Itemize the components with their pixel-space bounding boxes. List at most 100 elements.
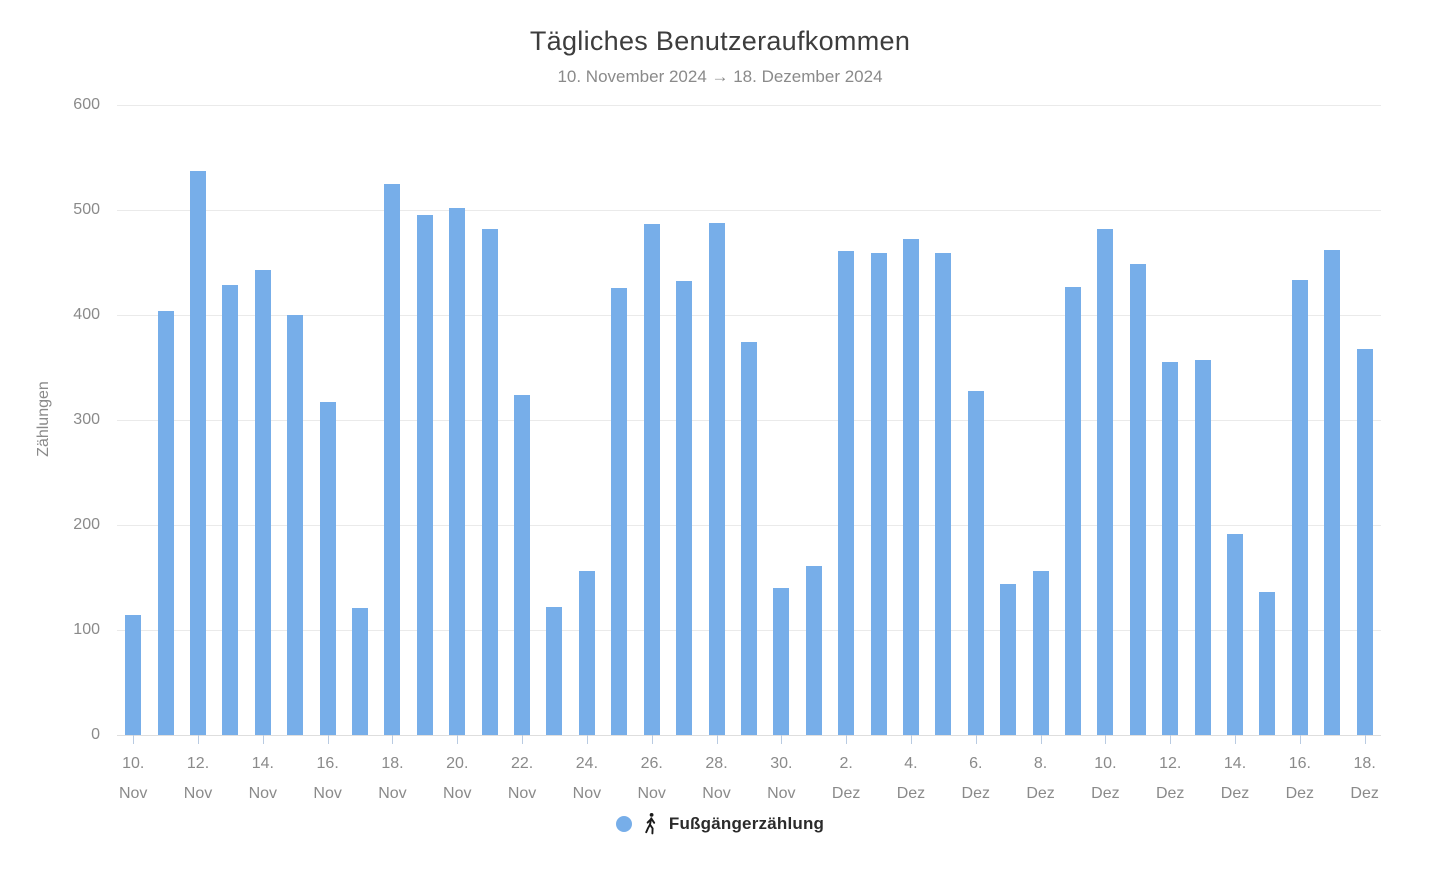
bar-slot-18-dez: 18. Dez <box>1348 105 1380 802</box>
bar-26-nov[interactable] <box>643 223 660 735</box>
bar-10-nov[interactable] <box>125 615 142 735</box>
y-tick-label-200: 200 <box>73 516 100 533</box>
x-tick-label-24-nov: 24. Nov <box>572 755 602 802</box>
bar-13-dez[interactable] <box>1194 360 1211 735</box>
bar-slot-14-dez: 14. Dez <box>1219 105 1251 802</box>
bar-slot-11-dez <box>1122 105 1154 735</box>
bar-slot-20-nov: 20. Nov <box>441 105 473 802</box>
x-tick-label-16-nov: 16. Nov <box>313 755 342 802</box>
bar-slot-15-nov <box>279 105 311 735</box>
chart-title: Tägliches Benutzeraufkommen <box>529 26 911 56</box>
gridline-400 <box>117 315 1381 316</box>
bar-slot-2-dez: 2. Dez <box>830 105 862 802</box>
x-tick-2-dez <box>846 735 848 744</box>
bar-17-dez[interactable] <box>1324 249 1341 735</box>
bar-11-dez[interactable] <box>1129 263 1146 735</box>
bar-slot-5-dez <box>927 105 959 735</box>
bar-8-dez[interactable] <box>1032 571 1049 735</box>
x-tick-label-14-dez: 14. Dez <box>1220 755 1250 802</box>
bar-slot-3-dez <box>862 105 894 735</box>
x-tick-label-26-nov: 26. Nov <box>637 755 666 802</box>
x-tick-label-12-dez: 12. Dez <box>1155 755 1185 802</box>
bar-2-dez[interactable] <box>838 250 855 735</box>
x-tick-16-dez <box>1299 735 1301 744</box>
x-tick-label-22-nov: 22. Nov <box>507 755 537 802</box>
bar-slot-23-nov <box>538 105 570 735</box>
bar-9-dez[interactable] <box>1064 286 1081 735</box>
bar-slot-12-nov: 12. Nov <box>182 105 214 802</box>
bar-slot-27-nov <box>668 105 700 735</box>
y-tick-label-400: 400 <box>73 306 100 323</box>
bar-10-dez[interactable] <box>1097 228 1114 735</box>
x-tick-8-dez <box>1040 735 1042 744</box>
x-tick-16-nov <box>327 735 329 744</box>
bar-12-nov[interactable] <box>190 171 207 735</box>
gridline-0 <box>117 735 1381 736</box>
bar-15-dez[interactable] <box>1259 592 1276 735</box>
bar-slot-24-nov: 24. Nov <box>571 105 603 802</box>
bar-7-dez[interactable] <box>1000 583 1017 735</box>
walking-person-icon <box>643 812 658 835</box>
x-tick-label-18-nov: 18. Nov <box>378 755 407 802</box>
bar-slot-28-nov: 28. Nov <box>700 105 732 802</box>
bar-4-dez[interactable] <box>902 239 919 735</box>
x-tick-label-4-dez: 4. Dez <box>896 755 926 802</box>
x-tick-28-nov <box>716 735 718 744</box>
x-tick-label-20-nov: 20. Nov <box>443 755 472 802</box>
bar-5-dez[interactable] <box>935 253 952 735</box>
bar-slot-16-nov: 16. Nov <box>311 105 343 802</box>
bar-3-dez[interactable] <box>870 253 887 735</box>
x-tick-14-dez <box>1235 735 1237 744</box>
bar-15-nov[interactable] <box>287 315 304 735</box>
bar-24-nov[interactable] <box>578 571 595 735</box>
bar-slot-11-nov <box>149 105 181 735</box>
bar-14-nov[interactable] <box>254 269 271 735</box>
x-tick-label-28-nov: 28. Nov <box>702 755 731 802</box>
bar-slot-14-nov: 14. Nov <box>247 105 279 802</box>
y-tick-label-300: 300 <box>73 411 100 428</box>
bar-slot-10-dez: 10. Dez <box>1089 105 1121 802</box>
bar-slot-19-nov <box>409 105 441 735</box>
chart-subtitle: 10. November 2024 → 18. Dezember 2024 <box>557 67 883 86</box>
x-tick-6-dez <box>975 735 977 744</box>
bar-16-dez[interactable] <box>1291 280 1308 735</box>
x-tick-label-8-dez: 8. Dez <box>1026 755 1055 802</box>
bar-22-nov[interactable] <box>514 394 531 735</box>
x-tick-20-nov <box>457 735 459 744</box>
bar-16-nov[interactable] <box>319 402 336 735</box>
x-tick-10-dez <box>1105 735 1107 744</box>
bar-11-nov[interactable] <box>157 310 174 735</box>
bar-slot-30-nov: 30. Nov <box>765 105 797 802</box>
bar-slot-7-dez <box>992 105 1024 735</box>
x-tick-18-nov <box>392 735 394 744</box>
bar-29-nov[interactable] <box>740 342 757 735</box>
x-tick-label-10-nov: 10. Nov <box>118 755 148 802</box>
bar-19-nov[interactable] <box>416 215 433 735</box>
y-tick-label-500: 500 <box>73 201 100 218</box>
bar-17-nov[interactable] <box>352 607 369 735</box>
bar-14-dez[interactable] <box>1227 534 1244 735</box>
bar-18-nov[interactable] <box>384 183 401 735</box>
bar-12-dez[interactable] <box>1162 362 1179 735</box>
bar-23-nov[interactable] <box>546 606 563 735</box>
bar-20-nov[interactable] <box>449 207 466 735</box>
bar-slot-8-dez: 8. Dez <box>1024 105 1056 802</box>
x-tick-26-nov <box>651 735 653 744</box>
bar-25-nov[interactable] <box>611 287 628 735</box>
x-tick-12-dez <box>1170 735 1172 744</box>
y-tick-label-0: 0 <box>91 726 100 743</box>
bar-21-nov[interactable] <box>481 228 498 735</box>
bar-27-nov[interactable] <box>676 281 693 735</box>
gridline-600 <box>117 105 1381 106</box>
legend-item-pedestrian-count[interactable]: Fußgängerzählung <box>0 812 1440 835</box>
bar-18-dez[interactable] <box>1356 348 1373 735</box>
bar-6-dez[interactable] <box>967 390 984 735</box>
bar-13-nov[interactable] <box>222 284 239 735</box>
bar-slot-18-nov: 18. Nov <box>376 105 408 802</box>
x-tick-label-16-dez: 16. Dez <box>1285 755 1315 802</box>
bar-1-dez[interactable] <box>805 565 822 735</box>
bar-30-nov[interactable] <box>773 588 790 735</box>
bar-28-nov[interactable] <box>708 222 725 735</box>
bar-slot-9-dez <box>1057 105 1089 735</box>
